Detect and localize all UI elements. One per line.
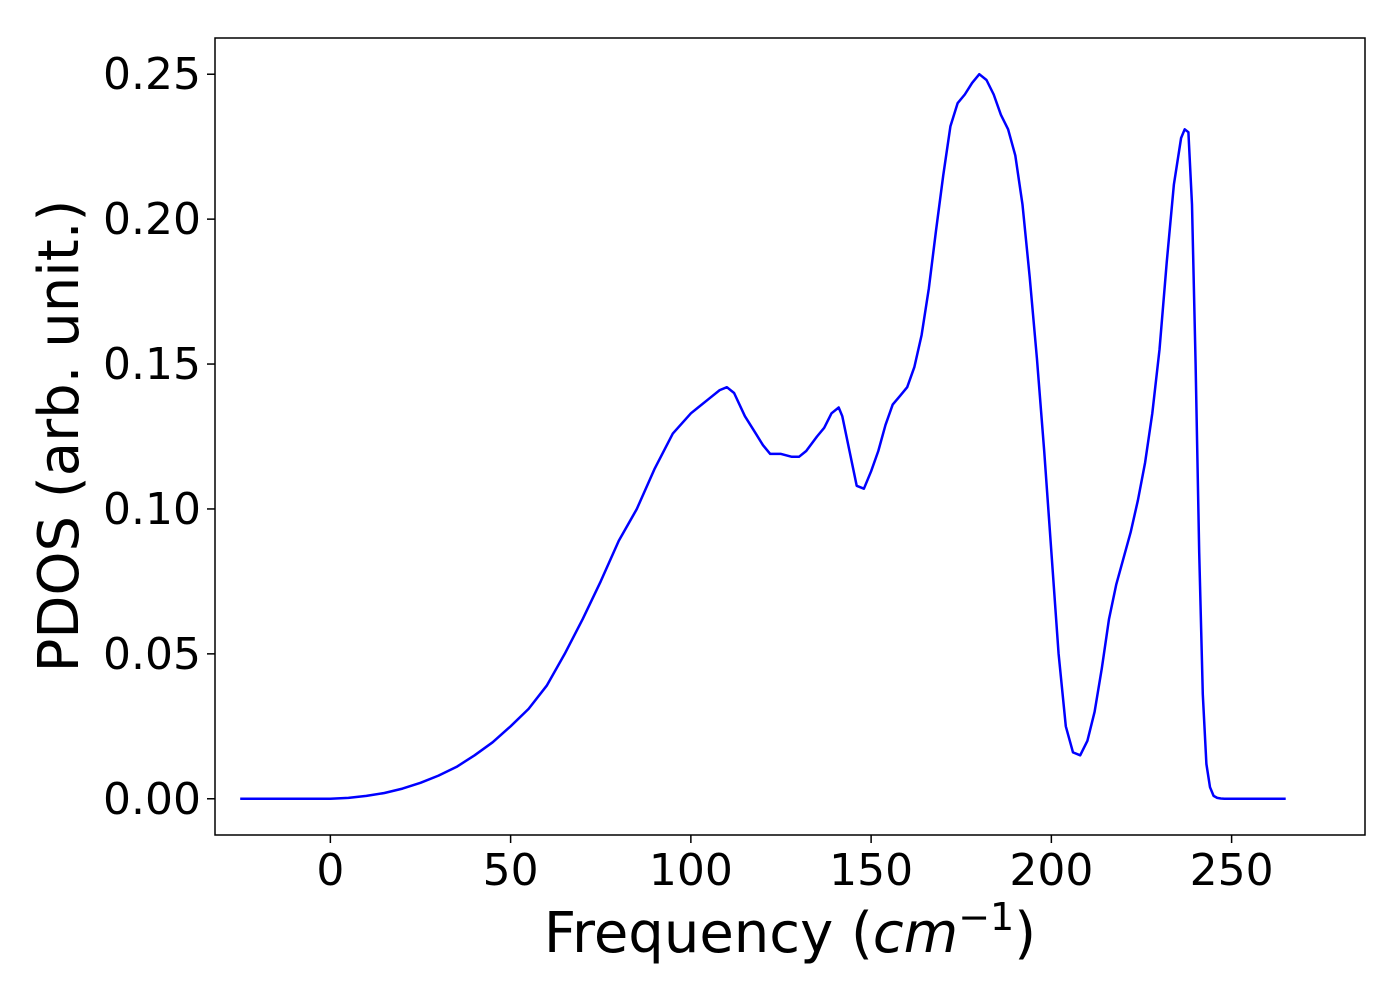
x-axis-ticks: 0 50 100 150 200 250	[316, 835, 1274, 896]
y-tick-label: 0.10	[103, 484, 201, 535]
y-tick-label: 0.15	[103, 339, 201, 390]
series-group	[240, 72, 1286, 801]
plot-frame	[214, 37, 1366, 836]
x-tick-label: 0	[316, 845, 344, 896]
x-tick-label: 100	[649, 845, 733, 896]
y-tick-label: 0.00	[103, 774, 201, 825]
x-axis-label: Frequency (cm−1)	[544, 895, 1036, 966]
y-axis-label: PDOS (arb. unit.)	[27, 200, 92, 673]
y-tick-label: 0.25	[103, 49, 201, 100]
x-tick-label: 200	[1009, 845, 1093, 896]
x-tick-label: 250	[1190, 845, 1274, 896]
x-tick-label: 150	[829, 845, 913, 896]
y-tick-label: 0.05	[103, 629, 201, 680]
pdos-series-line	[240, 72, 1286, 801]
y-axis-ticks: 0.00 0.05 0.10 0.15 0.20 0.25	[103, 49, 215, 825]
y-tick-label: 0.20	[103, 194, 201, 245]
x-tick-label: 50	[483, 845, 539, 896]
